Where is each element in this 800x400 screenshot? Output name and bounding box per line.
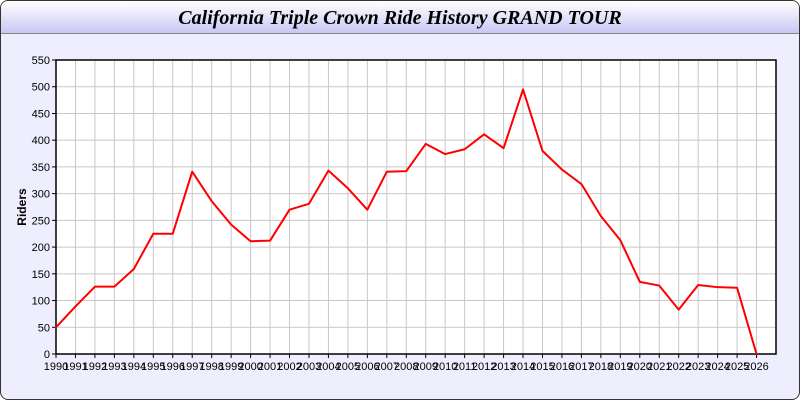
data-point — [638, 281, 641, 283]
x-tick-label: 1994 — [122, 361, 146, 373]
x-tick-label: 2019 — [608, 361, 632, 373]
x-tick-label: 2017 — [569, 361, 593, 373]
x-tick-label: 1999 — [219, 361, 243, 373]
data-point — [152, 232, 155, 235]
data-point — [74, 305, 77, 308]
data-point — [191, 170, 194, 173]
data-point — [658, 284, 661, 287]
x-tick-label: 2008 — [394, 361, 418, 373]
data-point — [541, 150, 544, 152]
data-point — [308, 202, 310, 205]
plot-border — [55, 59, 777, 355]
data-point — [619, 239, 622, 241]
plot-area — [56, 60, 776, 354]
data-point — [55, 326, 57, 329]
x-tick-label: 2023 — [686, 361, 710, 373]
x-tick-label: 1991 — [63, 361, 87, 373]
x-tick-label: 2026 — [744, 361, 768, 373]
y-tick-label: 400 — [32, 135, 50, 147]
title-bar: California Triple Crown Ride History GRA… — [1, 1, 799, 34]
x-tick-label: 2020 — [628, 361, 652, 373]
y-tick-label: 200 — [32, 242, 50, 254]
x-tick-label: 1998 — [199, 361, 223, 373]
data-point — [405, 170, 408, 172]
x-tick-label: 2002 — [277, 361, 301, 373]
x-tick-label: 2012 — [472, 361, 496, 373]
data-point — [230, 223, 232, 226]
data-point — [366, 208, 369, 211]
x-tick-label: 2011 — [453, 361, 477, 373]
data-point — [347, 187, 349, 190]
x-tick-label: 2007 — [375, 361, 399, 373]
data-point — [600, 215, 602, 217]
data-point — [444, 153, 446, 155]
data-point — [288, 208, 291, 211]
data-point — [171, 232, 174, 235]
y-tick-label: 100 — [32, 296, 50, 308]
data-point — [677, 308, 680, 311]
x-tick-label: 1996 — [161, 361, 185, 373]
data-point — [580, 183, 583, 185]
y-tick-label: 300 — [32, 189, 50, 201]
data-point — [697, 284, 699, 286]
x-tick-label: 2003 — [297, 361, 321, 373]
data-point — [522, 88, 524, 91]
x-tick-label: 2001 — [258, 361, 282, 373]
x-tick-label: 2009 — [413, 361, 437, 373]
y-tick-label: 250 — [32, 215, 50, 227]
x-tick-label: 2005 — [336, 361, 360, 373]
data-point — [736, 286, 738, 289]
data-point — [755, 353, 758, 355]
x-tick-label: 2016 — [550, 361, 574, 373]
x-tick-label: 2004 — [316, 361, 340, 373]
x-tick-label: 2000 — [238, 361, 262, 373]
y-tick-label: 0 — [44, 349, 50, 361]
x-tick-label: 1990 — [44, 361, 68, 373]
data-point — [463, 148, 466, 151]
y-axis-label: Riders — [15, 188, 29, 226]
y-tick-label: 500 — [32, 82, 50, 94]
x-tick-label: 1992 — [83, 361, 107, 373]
y-tick-label: 450 — [32, 108, 50, 120]
y-tick-label: 350 — [32, 162, 50, 174]
data-point — [327, 169, 330, 172]
x-tick-label: 2024 — [705, 361, 729, 373]
data-point — [483, 133, 485, 136]
y-tick-label: 150 — [32, 269, 50, 281]
x-tick-label: 1993 — [102, 361, 126, 373]
data-point — [502, 147, 505, 149]
data-point — [269, 239, 271, 242]
data-point — [94, 285, 96, 288]
chart-title: California Triple Crown Ride History GRA… — [178, 7, 622, 29]
x-tick-label: 2025 — [725, 361, 749, 373]
x-tick-label: 1997 — [180, 361, 204, 373]
x-tick-label: 1995 — [141, 361, 165, 373]
x-tick-label: 2018 — [589, 361, 613, 373]
y-tick-label: 550 — [32, 55, 50, 67]
data-point — [424, 143, 427, 145]
data-point — [386, 170, 388, 173]
x-tick-label: 2022 — [666, 361, 690, 373]
data-point — [561, 168, 563, 171]
data-point — [249, 240, 252, 243]
data-point — [716, 286, 719, 288]
x-tick-label: 2006 — [355, 361, 379, 373]
x-tick-label: 2010 — [433, 361, 457, 373]
x-tick-label: 2013 — [491, 361, 515, 373]
data-point — [210, 200, 213, 202]
y-tick-label: 50 — [38, 322, 50, 334]
data-point — [133, 268, 135, 270]
x-tick-label: 2015 — [530, 361, 554, 373]
x-tick-label: 2014 — [511, 361, 535, 373]
x-tick-label: 2021 — [647, 361, 671, 373]
data-point — [113, 285, 116, 288]
